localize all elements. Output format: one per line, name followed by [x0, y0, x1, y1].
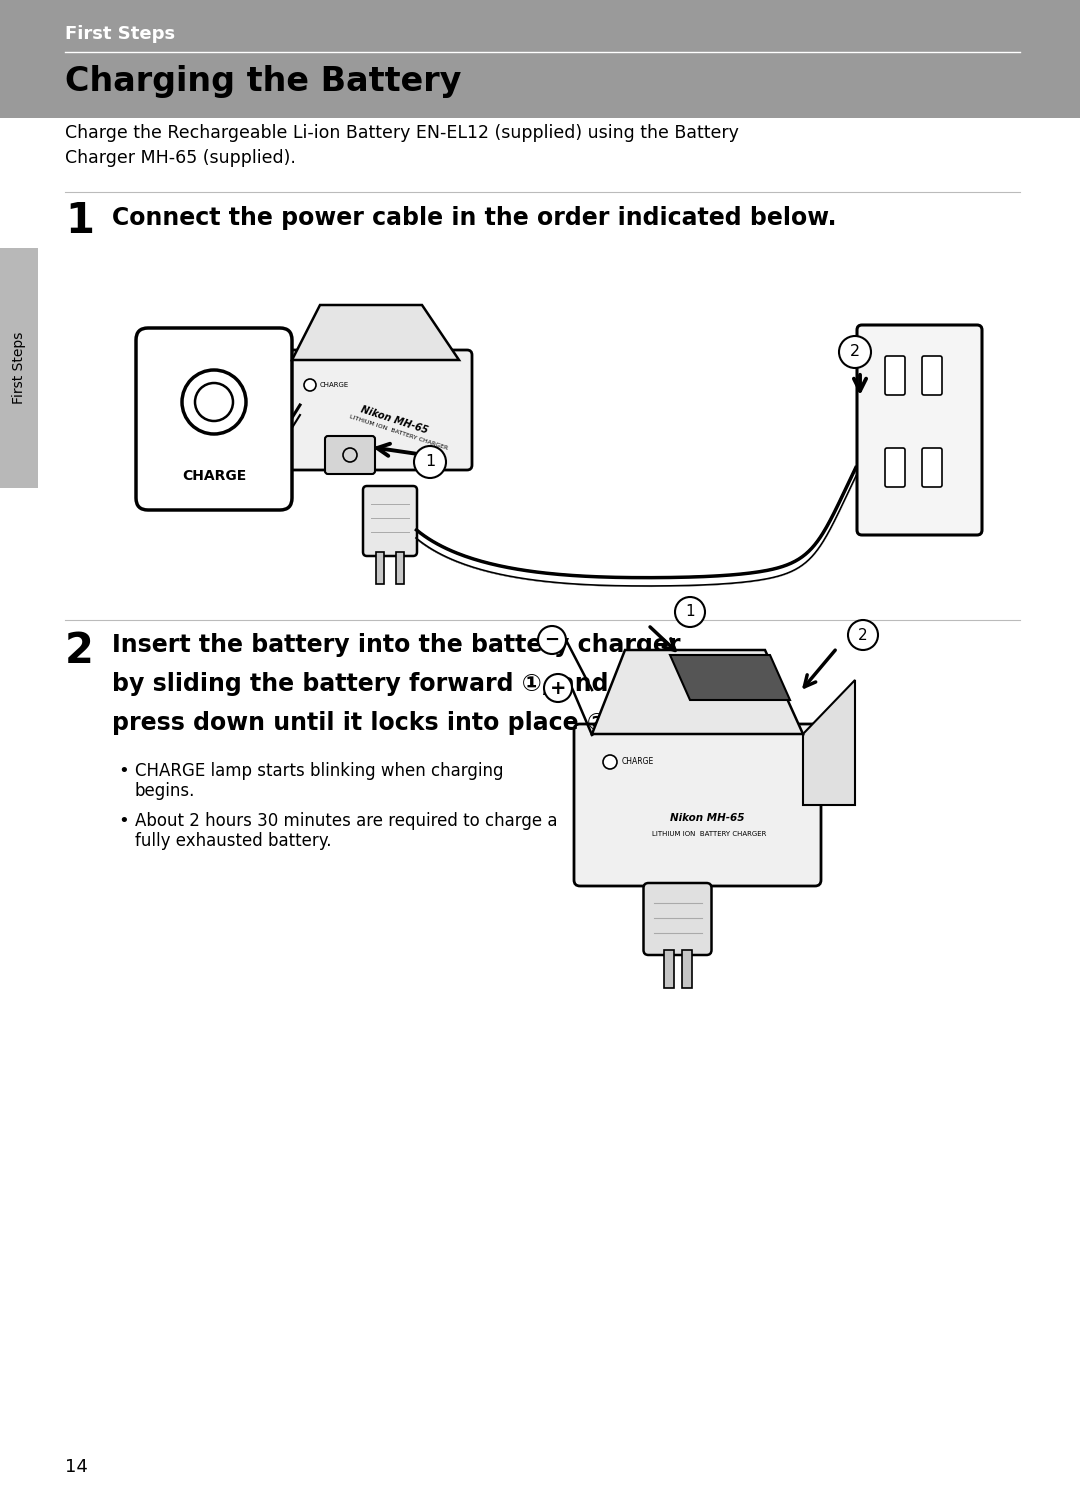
Bar [376, 551, 384, 584]
Text: CHARGE: CHARGE [320, 382, 349, 388]
Bar [0, 248, 38, 487]
Text: Charge the Rechargeable Li-ion Battery EN-EL12 (supplied) using the Battery
Char: Charge the Rechargeable Li-ion Battery E… [65, 123, 739, 166]
FancyBboxPatch shape [922, 357, 942, 395]
Text: +: + [550, 679, 566, 697]
Bar [0, 0, 1080, 117]
FancyBboxPatch shape [858, 325, 982, 535]
Text: CHARGE: CHARGE [181, 470, 246, 483]
Text: 1: 1 [685, 605, 694, 620]
Bar [681, 950, 691, 988]
Text: CHARGE: CHARGE [622, 758, 654, 767]
Text: •: • [118, 811, 129, 831]
FancyBboxPatch shape [885, 357, 905, 395]
Circle shape [195, 383, 233, 421]
FancyBboxPatch shape [644, 883, 712, 955]
FancyBboxPatch shape [136, 328, 292, 510]
Text: About 2 hours 30 minutes are required to charge a: About 2 hours 30 minutes are required to… [135, 811, 557, 831]
Text: First Steps: First Steps [65, 25, 175, 43]
Text: CHARGE lamp starts blinking when charging: CHARGE lamp starts blinking when chargin… [135, 762, 503, 780]
Text: begins.: begins. [135, 782, 195, 799]
Circle shape [538, 626, 566, 654]
Text: LITHIUM ION  BATTERY CHARGER: LITHIUM ION BATTERY CHARGER [652, 831, 767, 837]
Text: 2: 2 [65, 630, 94, 672]
Text: Charging the Battery: Charging the Battery [65, 65, 461, 98]
Text: by sliding the battery forward ①, and: by sliding the battery forward ①, and [112, 672, 608, 695]
Circle shape [414, 446, 446, 478]
Text: 14: 14 [65, 1458, 87, 1476]
Bar [663, 950, 674, 988]
FancyBboxPatch shape [363, 486, 417, 556]
Text: Nikon MH-65: Nikon MH-65 [671, 813, 745, 823]
Polygon shape [804, 681, 855, 805]
Text: Nikon MH-65: Nikon MH-65 [360, 404, 430, 435]
Text: Connect the power cable in the order indicated below.: Connect the power cable in the order ind… [112, 207, 837, 230]
Text: −: − [544, 632, 559, 649]
Circle shape [839, 336, 870, 369]
Text: 1: 1 [424, 455, 435, 470]
Polygon shape [670, 655, 789, 700]
Circle shape [544, 675, 572, 701]
Text: First Steps: First Steps [12, 331, 26, 404]
Polygon shape [292, 305, 459, 360]
Bar [396, 551, 404, 584]
FancyBboxPatch shape [922, 447, 942, 487]
Text: •: • [118, 762, 129, 780]
Polygon shape [592, 649, 804, 734]
Text: Insert the battery into the battery charger: Insert the battery into the battery char… [112, 633, 680, 657]
FancyBboxPatch shape [885, 447, 905, 487]
Text: 2: 2 [850, 345, 860, 360]
Circle shape [675, 597, 705, 627]
Circle shape [183, 370, 246, 434]
Text: 2: 2 [859, 627, 868, 642]
FancyBboxPatch shape [325, 435, 375, 474]
Text: LITHIUM ION  BATTERY CHARGER: LITHIUM ION BATTERY CHARGER [349, 415, 448, 452]
FancyBboxPatch shape [276, 351, 472, 470]
Circle shape [848, 620, 878, 649]
Text: fully exhausted battery.: fully exhausted battery. [135, 832, 332, 850]
Circle shape [603, 755, 617, 768]
Text: press down until it locks into place ②.: press down until it locks into place ②. [112, 710, 616, 736]
FancyBboxPatch shape [573, 724, 821, 886]
Text: 1: 1 [65, 201, 94, 242]
Circle shape [303, 379, 316, 391]
